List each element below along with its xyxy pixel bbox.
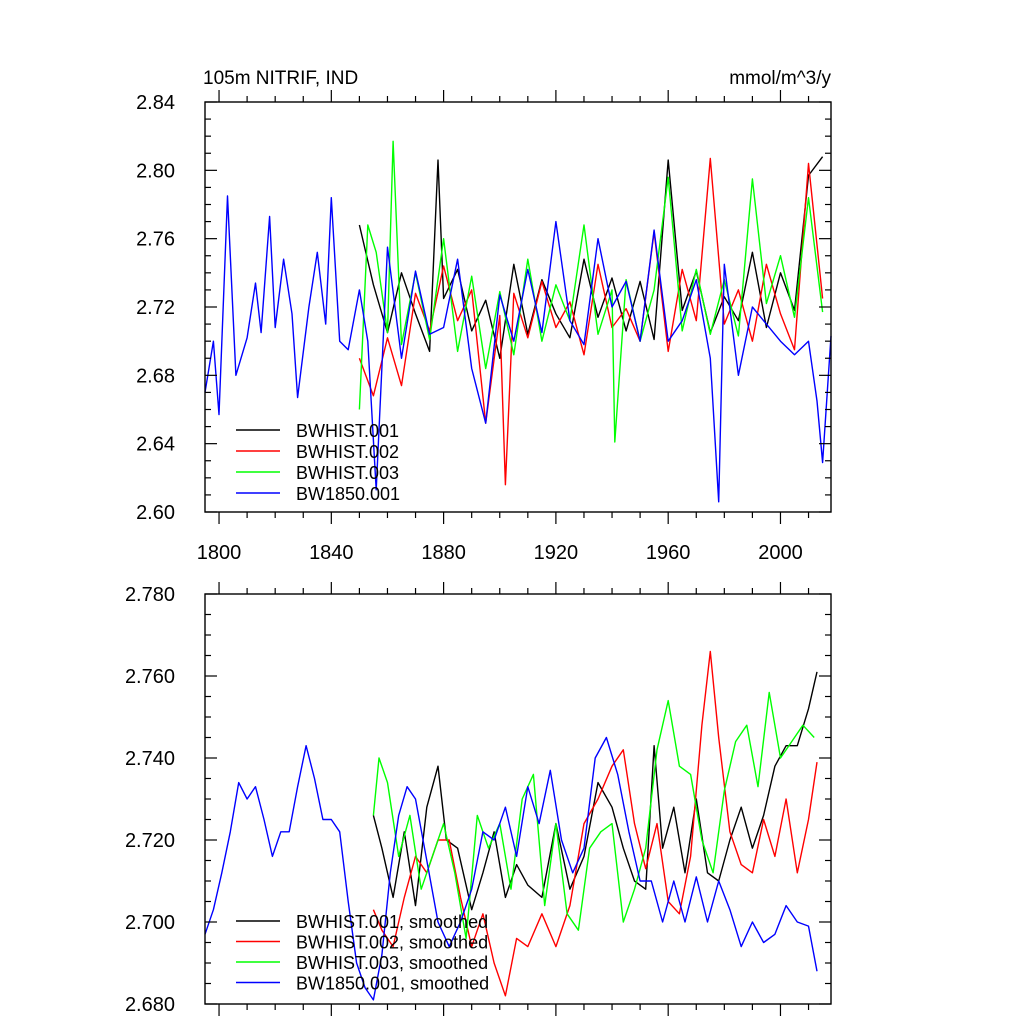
y-tick-label: 2.700	[125, 912, 175, 934]
legend-label-2: BWHIST.002	[296, 442, 399, 462]
x-tick-label: 2000	[758, 542, 803, 564]
y-tick-label: 2.780	[125, 584, 175, 606]
y-tick-label: 2.76	[136, 229, 175, 251]
legend-label-2: BWHIST.002, smoothed	[296, 933, 488, 953]
bottom-panel: 2.680 2.700 2.720 2.740 2.760 2.780 BWHIST.00…	[125, 582, 832, 1016]
y-tick-label: 2.60	[136, 502, 175, 524]
series-line-4	[204, 195, 832, 503]
y-tick-label: 2.720	[125, 830, 175, 852]
y-tick-label: 2.64	[136, 434, 175, 456]
series-line-2	[358, 157, 824, 486]
top-panel: 105m NITRIF, IND mmol/m^3/y 2.60 2.64 2.68…	[136, 68, 832, 564]
y-tick-label: 2.740	[125, 748, 175, 770]
top-chart-title: 105m NITRIF, IND	[203, 68, 358, 89]
series-line-1	[372, 671, 818, 911]
bottom-series-group	[204, 650, 818, 1001]
legend-label-1: BWHIST.001	[296, 421, 399, 441]
series-line-2	[372, 650, 818, 997]
y-tick-label: 2.84	[136, 92, 175, 114]
legend-label-1: BWHIST.001, smoothed	[296, 912, 488, 932]
top-plot-frame	[204, 101, 832, 513]
x-tick-label: 1920	[534, 542, 579, 564]
series-line-4	[204, 736, 818, 1001]
x-tick-label: 1800	[197, 542, 242, 564]
y-tick-label: 2.68	[136, 365, 175, 387]
x-tick-label: 1960	[646, 542, 691, 564]
top-series-group	[204, 140, 832, 503]
top-axes-ticks: 2.60 2.64 2.68 2.72 2.76 2.80 2.84 1800 1840 1880…	[136, 90, 831, 564]
y-tick-label: 2.72	[136, 297, 175, 319]
bottom-plot-frame	[204, 593, 832, 1005]
y-tick-label: 2.680	[125, 994, 175, 1016]
legend-label-3: BWHIST.003	[296, 463, 399, 483]
y-tick-label: 2.80	[136, 160, 175, 182]
legend-label-4: BW1850.001, smoothed	[296, 974, 489, 994]
legend-label-3: BWHIST.003, smoothed	[296, 953, 488, 973]
series-line-3	[372, 691, 815, 940]
legend-label-4: BW1850.001	[296, 484, 400, 504]
x-tick-label: 1880	[421, 542, 466, 564]
y-tick-label: 2.760	[125, 666, 175, 688]
series-line-1	[358, 156, 824, 359]
top-chart-units: mmol/m^3/y	[729, 68, 831, 89]
x-tick-label: 1840	[309, 542, 354, 564]
